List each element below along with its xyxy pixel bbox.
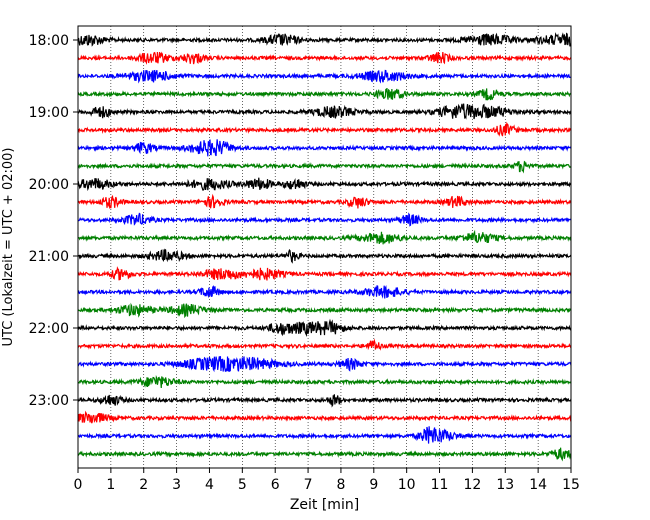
trace-2000 — [77, 177, 572, 192]
trace-2030 — [77, 212, 572, 227]
x-tick-label-5: 5 — [238, 477, 247, 493]
x-tick-label-0: 0 — [74, 477, 83, 493]
y-tick-label-1: 19:00 — [29, 105, 69, 121]
x-tick-label-8: 8 — [336, 477, 345, 493]
y-tick-label-2: 20:00 — [29, 177, 69, 193]
x-tick-label-6: 6 — [271, 477, 280, 493]
y-tick-label-5: 23:00 — [29, 393, 69, 409]
y-tick-label-0: 18:00 — [29, 33, 69, 49]
trace-1845 — [77, 87, 572, 101]
trace-2345 — [77, 447, 572, 462]
trace-2145 — [77, 302, 572, 319]
x-tick-label-12: 12 — [463, 477, 481, 493]
trace-1930 — [77, 139, 572, 157]
trace-2215 — [77, 338, 572, 351]
y-axis-title: UTC (Lokalzeit = UTC + 02:00) — [1, 148, 16, 347]
trace-2315 — [77, 410, 572, 424]
y-axis-ticks: 18:00 19:00 20:00 21:00 22:00 23:00 — [29, 33, 78, 409]
trace-1900 — [77, 103, 572, 120]
trace-1830 — [77, 69, 572, 84]
x-axis-title: Zeit [min] — [290, 497, 359, 513]
seismic-traces — [77, 32, 572, 462]
trace-2130 — [77, 285, 572, 299]
trace-2300 — [77, 394, 572, 408]
trace-2245 — [77, 374, 572, 389]
trace-1915 — [77, 121, 572, 137]
trace-2100 — [77, 248, 572, 264]
y-tick-label-3: 21:00 — [29, 249, 69, 265]
trace-1815 — [77, 51, 572, 65]
trace-2045 — [77, 229, 572, 245]
x-tick-label-10: 10 — [398, 477, 416, 493]
trace-1945 — [77, 160, 572, 174]
x-tick-label-3: 3 — [172, 477, 181, 493]
x-tick-label-7: 7 — [304, 477, 313, 493]
x-axis-ticks: 0 1 2 3 4 5 6 7 8 9 10 11 12 13 14 15 — [74, 468, 580, 493]
trace-2115 — [77, 266, 572, 281]
x-tick-label-11: 11 — [431, 477, 449, 493]
y-tick-label-4: 22:00 — [29, 321, 69, 337]
x-tick-label-14: 14 — [529, 477, 547, 493]
trace-1800 — [77, 32, 572, 47]
trace-2200 — [77, 318, 572, 337]
x-tick-label-9: 9 — [369, 477, 378, 493]
x-tick-label-15: 15 — [562, 477, 580, 493]
trace-2230 — [77, 356, 572, 373]
plot-frame — [77, 25, 572, 469]
trace-2015 — [77, 193, 572, 210]
x-tick-label-4: 4 — [205, 477, 214, 493]
x-tick-label-13: 13 — [496, 477, 514, 493]
trace-2330 — [77, 426, 572, 444]
x-tick-label-2: 2 — [139, 477, 148, 493]
x-tick-label-1: 1 — [106, 477, 115, 493]
